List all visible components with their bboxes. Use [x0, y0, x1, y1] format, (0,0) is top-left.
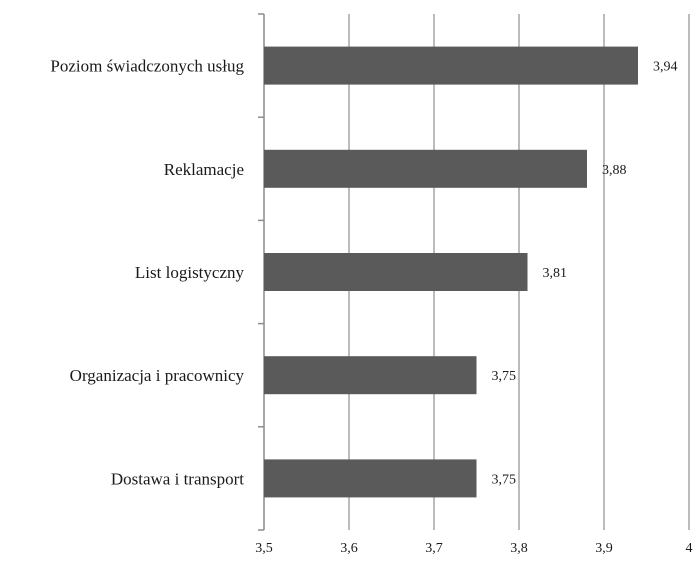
- x-tick-label: 3,7: [425, 541, 443, 556]
- value-label: 3,81: [543, 266, 568, 281]
- category-label: List logistyczny: [135, 263, 245, 282]
- category-label: Organizacja i pracownicy: [70, 366, 245, 385]
- value-label: 3,88: [602, 163, 627, 178]
- value-label: 3,75: [492, 472, 517, 487]
- category-labels: Poziom świadczonych usług Reklamacje List …: [50, 57, 244, 489]
- x-tick-label: 3,5: [255, 541, 273, 556]
- value-labels: 3,94 3,88 3,81 3,75 3,75: [492, 60, 678, 488]
- bar: [264, 46, 638, 85]
- y-axis: [258, 13, 265, 531]
- x-tick-label: 3,6: [340, 541, 358, 556]
- value-label: 3,75: [492, 369, 517, 384]
- category-label: Dostawa i transport: [111, 469, 244, 488]
- category-label: Poziom świadczonych usług: [50, 57, 244, 76]
- x-tick-label: 3,9: [595, 541, 613, 556]
- x-tick-label: 4: [686, 541, 693, 556]
- bars: [264, 46, 638, 498]
- bar: [264, 356, 477, 395]
- value-label: 3,94: [653, 60, 678, 75]
- category-label: Reklamacje: [164, 160, 244, 179]
- bar: [264, 253, 528, 291]
- bar: [264, 149, 587, 188]
- x-tick-label: 3,8: [510, 541, 528, 556]
- x-tick-labels: 3,5 3,6 3,7 3,8 3,9 4: [255, 541, 692, 556]
- bar: [264, 459, 477, 498]
